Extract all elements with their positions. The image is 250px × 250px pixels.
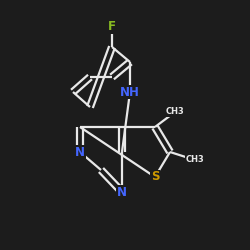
Text: CH3: CH3 bbox=[166, 108, 184, 116]
Text: N: N bbox=[117, 186, 127, 198]
Text: F: F bbox=[108, 20, 116, 34]
Text: NH: NH bbox=[120, 86, 140, 98]
Text: N: N bbox=[75, 146, 85, 158]
Text: CH3: CH3 bbox=[186, 156, 204, 164]
Text: S: S bbox=[151, 170, 159, 183]
